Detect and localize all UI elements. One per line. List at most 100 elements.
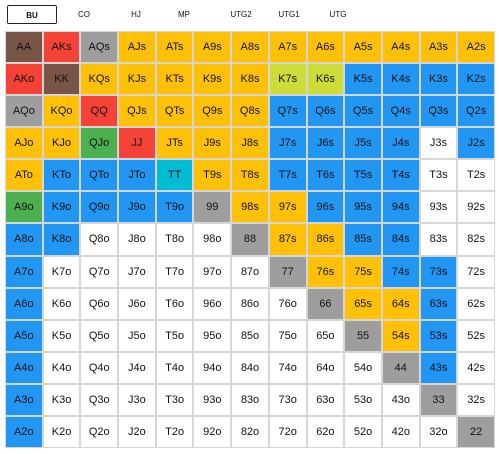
hand-cell[interactable]: T8o [155,223,194,256]
hand-cell[interactable]: ATs [155,31,194,64]
tab-hj[interactable]: HJ [131,10,141,19]
hand-cell[interactable]: 72s [457,255,495,288]
hand-cell[interactable]: J4s [381,127,420,160]
hand-cell[interactable]: 62o [306,415,345,448]
hand-cell[interactable]: 83s [419,223,458,256]
hand-cell[interactable]: K9s [193,63,232,96]
hand-cell[interactable]: Q7o [80,255,119,288]
hand-cell[interactable]: J2o [118,415,156,448]
hand-cell[interactable]: K5s [344,63,382,96]
hand-cell[interactable]: 97o [193,255,232,288]
hand-cell[interactable]: 66 [306,287,345,320]
hand-cell[interactable]: 64s [381,287,420,320]
hand-cell[interactable]: Q7s [268,95,307,128]
hand-cell[interactable]: J3s [419,127,458,160]
hand-cell[interactable]: QJs [118,95,156,128]
hand-cell[interactable]: T5o [155,319,194,352]
hand-cell[interactable]: 52o [344,415,382,448]
hand-cell[interactable]: 32s [457,383,495,416]
hand-cell[interactable]: AKs [42,31,81,64]
hand-cell[interactable]: 52s [457,319,495,352]
hand-cell[interactable]: 44 [381,351,420,384]
hand-cell[interactable]: 64o [306,351,345,384]
hand-cell[interactable]: A4o [5,351,43,384]
hand-cell[interactable]: K3s [419,63,458,96]
hand-cell[interactable]: A2o [5,415,43,448]
hand-cell[interactable]: 87o [231,255,269,288]
hand-cell[interactable]: TT [155,159,194,192]
hand-cell[interactable]: 75s [344,255,382,288]
hand-cell[interactable]: KJs [118,63,156,96]
hand-cell[interactable]: J3o [118,383,156,416]
hand-cell[interactable]: 75o [268,319,307,352]
hand-cell[interactable]: Q5s [344,95,382,128]
hand-cell[interactable]: T3o [155,383,194,416]
hand-cell[interactable]: Q3o [80,383,119,416]
hand-cell[interactable]: 86o [231,287,269,320]
hand-cell[interactable]: 95s [344,191,382,224]
hand-cell[interactable]: 82o [231,415,269,448]
hand-cell[interactable]: AA [5,31,43,64]
hand-cell[interactable]: J7o [118,255,156,288]
hand-cell[interactable]: J5s [344,127,382,160]
hand-cell[interactable]: T8s [231,159,269,192]
hand-cell[interactable]: 43s [419,351,458,384]
hand-cell[interactable]: T2o [155,415,194,448]
hand-cell[interactable]: K6o [42,287,81,320]
hand-cell[interactable]: 98o [193,223,232,256]
hand-cell[interactable]: JTo [118,159,156,192]
hand-cell[interactable]: 88 [231,223,269,256]
hand-cell[interactable]: Q8s [231,95,269,128]
hand-cell[interactable]: A8s [231,31,269,64]
hand-cell[interactable]: 53o [344,383,382,416]
hand-cell[interactable]: QTs [155,95,194,128]
hand-cell[interactable]: T9s [193,159,232,192]
hand-cell[interactable]: Q9s [193,95,232,128]
hand-cell[interactable]: 42o [381,415,420,448]
hand-cell[interactable]: 76s [306,255,345,288]
hand-cell[interactable]: Q6s [306,95,345,128]
hand-cell[interactable]: 84o [231,351,269,384]
hand-cell[interactable]: 54s [381,319,420,352]
hand-cell[interactable]: 73o [268,383,307,416]
hand-cell[interactable]: 62s [457,287,495,320]
hand-cell[interactable]: K4o [42,351,81,384]
hand-cell[interactable]: J7s [268,127,307,160]
hand-cell[interactable]: 72o [268,415,307,448]
hand-cell[interactable]: K7o [42,255,81,288]
hand-cell[interactable]: JTs [155,127,194,160]
hand-cell[interactable]: 63s [419,287,458,320]
hand-cell[interactable]: QTo [80,159,119,192]
tab-mp[interactable]: MP [178,10,190,19]
hand-cell[interactable]: 97s [268,191,307,224]
hand-cell[interactable]: 54o [344,351,382,384]
hand-cell[interactable]: A7s [268,31,307,64]
hand-cell[interactable]: J5o [118,319,156,352]
hand-cell[interactable]: J8s [231,127,269,160]
hand-cell[interactable]: 92o [193,415,232,448]
hand-cell[interactable]: 55 [344,319,382,352]
hand-cell[interactable]: K9o [42,191,81,224]
hand-cell[interactable]: KJo [42,127,81,160]
hand-cell[interactable]: J6o [118,287,156,320]
hand-cell[interactable]: T2s [457,159,495,192]
hand-cell[interactable]: 98s [231,191,269,224]
hand-cell[interactable]: 87s [268,223,307,256]
hand-cell[interactable]: 94s [381,191,420,224]
hand-cell[interactable]: J4o [118,351,156,384]
hand-cell[interactable]: T6s [306,159,345,192]
hand-cell[interactable]: J2s [457,127,495,160]
hand-cell[interactable]: T3s [419,159,458,192]
hand-cell[interactable]: Q2o [80,415,119,448]
hand-cell[interactable]: Q8o [80,223,119,256]
hand-cell[interactable]: K7s [268,63,307,96]
hand-cell[interactable]: A4s [381,31,420,64]
hand-cell[interactable]: A7o [5,255,43,288]
hand-cell[interactable]: K2s [457,63,495,96]
hand-cell[interactable]: K8s [231,63,269,96]
hand-cell[interactable]: Q2s [457,95,495,128]
tab-utg[interactable]: UTG [329,10,347,19]
hand-cell[interactable]: 43o [381,383,420,416]
hand-cell[interactable]: T4s [381,159,420,192]
hand-cell[interactable]: K5o [42,319,81,352]
